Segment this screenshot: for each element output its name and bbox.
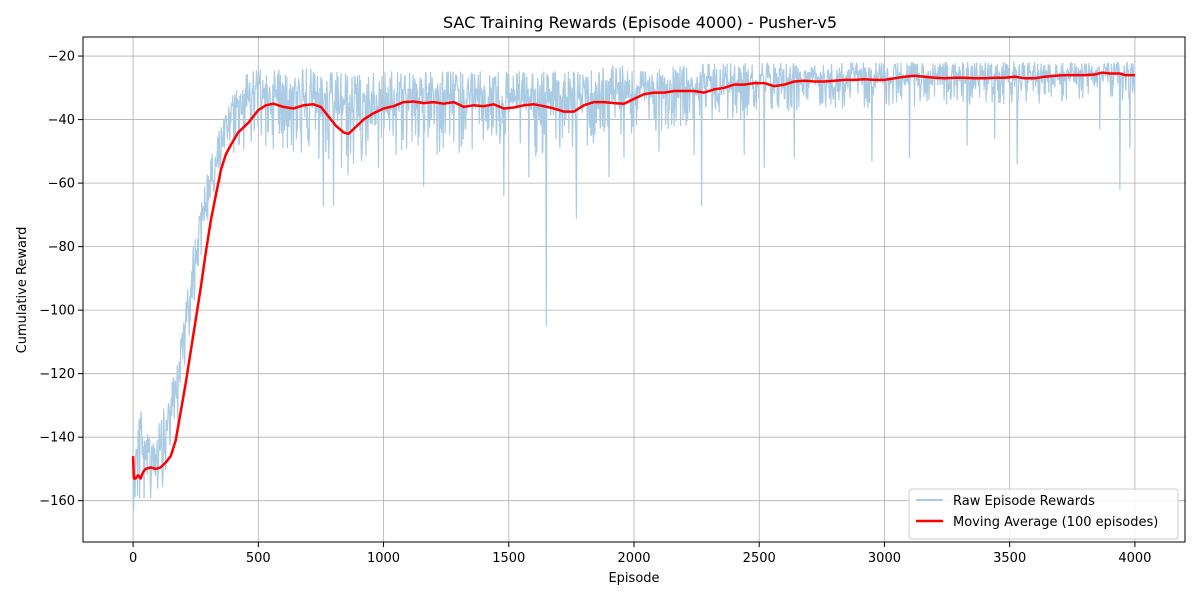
y-tick-label: −100 [39,304,75,319]
y-tick-label: −80 [48,240,75,255]
x-tick-label: 500 [246,551,271,566]
y-tick-label: −120 [39,367,75,382]
x-axis: 0 500 1000 1500 2000 2500 3000 3500 4000 [129,542,1151,566]
y-tick-label: −40 [48,113,75,128]
x-tick-label: 1000 [367,551,400,566]
x-tick-label: 2500 [743,551,776,566]
x-tick-label: 3500 [993,551,1026,566]
legend: Raw Episode Rewards Moving Average (100 … [908,488,1179,540]
moving-average-line [131,71,1135,480]
legend-label-raw: Raw Episode Rewards [953,494,1095,509]
plot-area [131,61,1136,511]
y-tick-label: −20 [48,50,75,65]
y-axis-label: Cumulative Reward [15,227,30,354]
legend-label-moving-average: Moving Average (100 episodes) [953,515,1158,530]
y-tick-label: −140 [39,431,75,446]
y-tick-label: −60 [48,177,75,192]
x-tick-label: 3000 [868,551,901,566]
x-tick-label: 1500 [492,551,525,566]
x-axis-label: Episode [608,571,659,586]
chart-title: SAC Training Rewards (Episode 4000) - Pu… [443,13,837,32]
x-tick-label: 2000 [617,551,650,566]
x-tick-label: 4000 [1118,551,1151,566]
y-axis: −160 −140 −120 −100 −80 −60 −40 −20 [39,50,83,509]
x-tick-label: 0 [129,551,137,566]
legend-box [908,488,1179,540]
y-tick-label: −160 [39,494,75,509]
